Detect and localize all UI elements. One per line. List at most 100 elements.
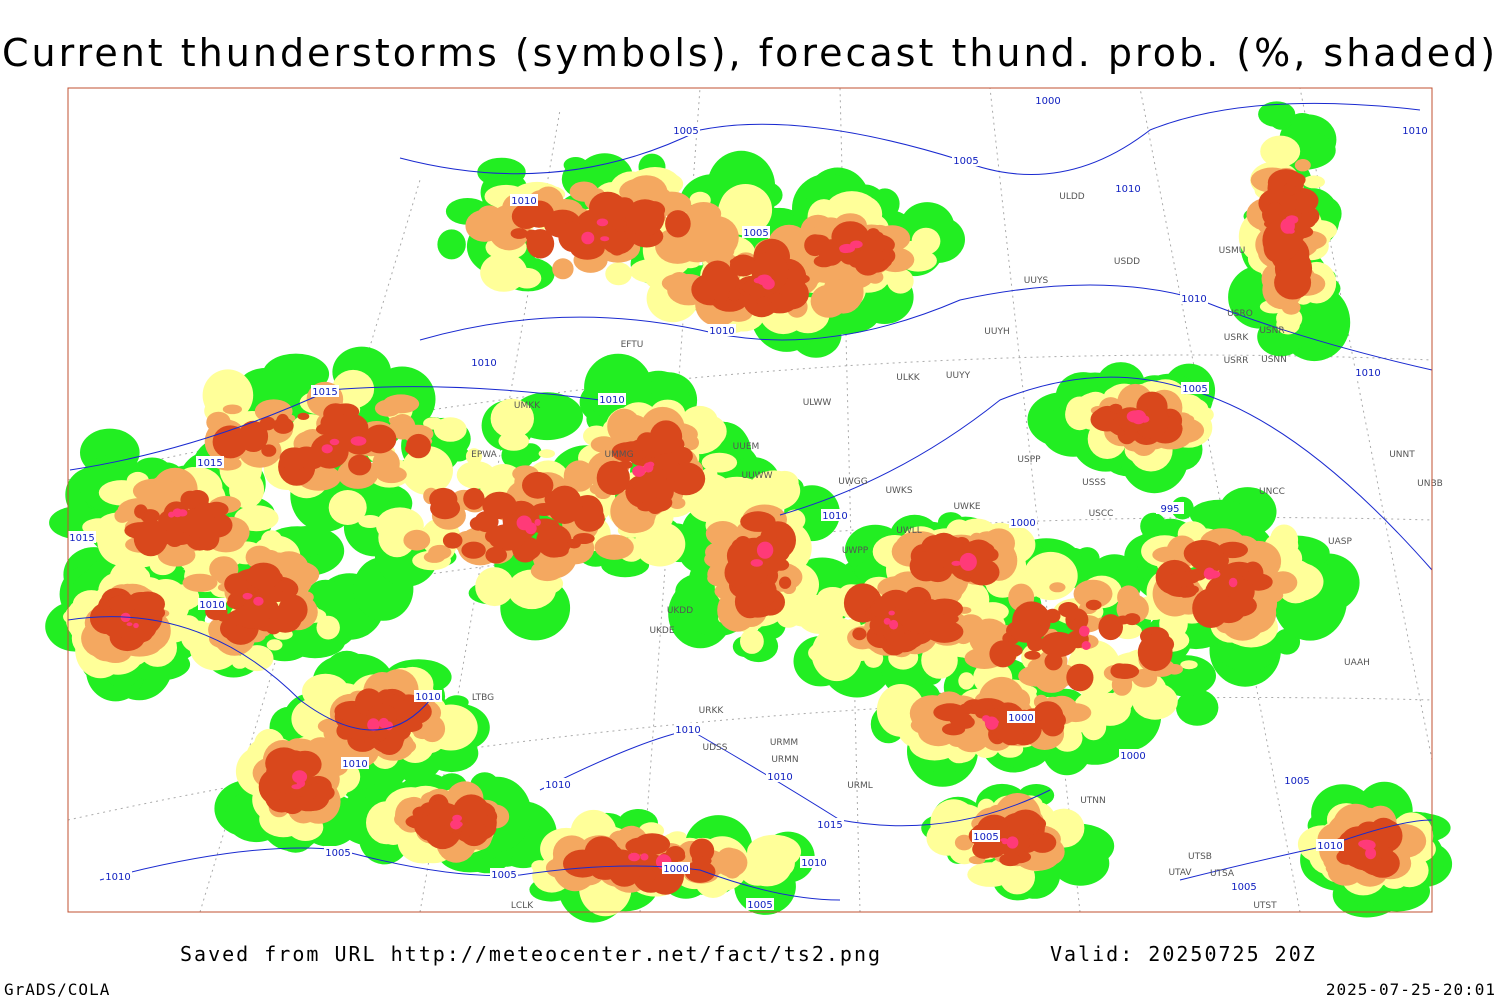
- isobar-label-bg: [952, 154, 980, 166]
- isobar-label-bg: [1180, 292, 1208, 304]
- station-code: EPWA: [471, 450, 498, 460]
- shade-blob: [740, 628, 764, 654]
- shade-blob: [313, 783, 330, 796]
- station-code: USPP: [1017, 455, 1041, 465]
- shade-blob: [1033, 703, 1061, 722]
- isobar-label-bg: [1181, 382, 1209, 394]
- shade-blob: [689, 838, 715, 863]
- shade-blob: [900, 606, 940, 634]
- shade-blob: [263, 404, 284, 417]
- shade-blob: [701, 468, 718, 481]
- shade-blob: [756, 296, 772, 306]
- shade-blob: [762, 277, 775, 290]
- isobar-label: 1000: [1008, 713, 1033, 724]
- shade-blob: [594, 534, 634, 560]
- shade-blob: [724, 863, 741, 879]
- shade-blob: [1369, 817, 1398, 849]
- station-code: UKDE: [649, 626, 674, 636]
- station-code: UTNN: [1080, 796, 1106, 806]
- shade-blob: [574, 505, 605, 532]
- isobar-label-bg: [490, 868, 518, 880]
- shade-blob: [342, 414, 360, 432]
- shade-blob: [498, 431, 530, 451]
- station-code: USDD: [1114, 257, 1140, 267]
- shade-blob: [1292, 131, 1319, 148]
- station-code: UTAV: [1168, 868, 1192, 878]
- shade-blob: [669, 463, 701, 485]
- isobar-label: 1005: [325, 848, 350, 859]
- shade-blob: [625, 199, 665, 237]
- shade-blob: [292, 770, 308, 784]
- shade-blob: [852, 627, 867, 641]
- shade-blob: [701, 452, 738, 473]
- shade-blob: [321, 444, 333, 454]
- shade-blob: [925, 722, 943, 733]
- shade-blob: [403, 529, 431, 551]
- shade-blob: [522, 471, 554, 499]
- shade-blob: [1302, 175, 1326, 189]
- shade-blob: [227, 616, 240, 627]
- shade-blob: [887, 693, 915, 722]
- station-code: UWKE: [953, 502, 980, 512]
- shade-blob: [1285, 215, 1299, 225]
- shade-blob: [1079, 625, 1090, 637]
- isobar-label: 1015: [817, 820, 842, 831]
- shade-blob: [729, 254, 757, 277]
- shade-blob: [600, 236, 610, 242]
- shade-blob: [547, 485, 583, 524]
- isobar-label-bg: [598, 393, 626, 405]
- shade-blob: [423, 551, 445, 563]
- shade-blob: [168, 511, 175, 518]
- shade-blob: [609, 199, 633, 218]
- shade-blob: [887, 268, 914, 294]
- isobar-label-bg: [1007, 711, 1035, 723]
- shade-blob: [665, 210, 691, 238]
- isobar-label: 1005: [1182, 384, 1207, 395]
- shade-blob: [1178, 586, 1191, 598]
- isobar-label-bg: [1156, 502, 1184, 514]
- shade-blob: [465, 448, 483, 465]
- shade-blob: [316, 615, 340, 640]
- isobar-label-bg: [1316, 839, 1344, 851]
- shade-blob: [329, 438, 340, 446]
- shade-blob: [222, 404, 242, 415]
- shade-blob: [393, 698, 432, 725]
- shade-blob: [649, 420, 683, 454]
- shade-blob: [1294, 159, 1311, 172]
- shade-blob: [296, 779, 306, 788]
- isobar-label-bg: [1114, 182, 1142, 194]
- shade-blob: [634, 521, 686, 567]
- shade-blob: [350, 436, 367, 446]
- shade-blob: [135, 507, 148, 513]
- shade-blob: [1110, 663, 1129, 679]
- isobar-label-bg: [324, 846, 352, 858]
- isobar-label: 1010: [767, 772, 792, 783]
- shade-blob: [1109, 403, 1123, 414]
- shade-blob: [949, 710, 971, 729]
- station-code: UNNT: [1389, 450, 1415, 460]
- shade-blob: [889, 619, 899, 630]
- timestamp: 2025-07-25-20:01: [1326, 980, 1496, 999]
- shade-blob: [1081, 712, 1107, 741]
- station-code: ULDD: [1059, 192, 1085, 202]
- shade-blob: [1179, 414, 1195, 424]
- isobar-label-bg: [104, 870, 132, 882]
- shade-blob: [694, 420, 723, 443]
- shade-blob: [1268, 571, 1298, 594]
- isobar-label: 1010: [105, 872, 130, 883]
- isobar-label: 1010: [1181, 294, 1206, 305]
- shade-blob: [749, 866, 780, 884]
- shade-blob: [646, 461, 655, 468]
- credit: GrADS/COLA: [4, 980, 110, 999]
- isobar-label: 1005: [973, 832, 998, 843]
- shade-blob: [1203, 570, 1221, 579]
- shade-blob: [364, 736, 380, 747]
- shade-blob: [1180, 660, 1198, 670]
- shade-blob: [297, 412, 310, 420]
- station-code: UAAH: [1344, 658, 1370, 668]
- station-code: UUEM: [733, 442, 760, 452]
- shade-blob: [246, 562, 281, 590]
- shade-blob: [985, 716, 999, 730]
- shade-blob: [1018, 665, 1054, 687]
- shade-blob: [911, 227, 941, 255]
